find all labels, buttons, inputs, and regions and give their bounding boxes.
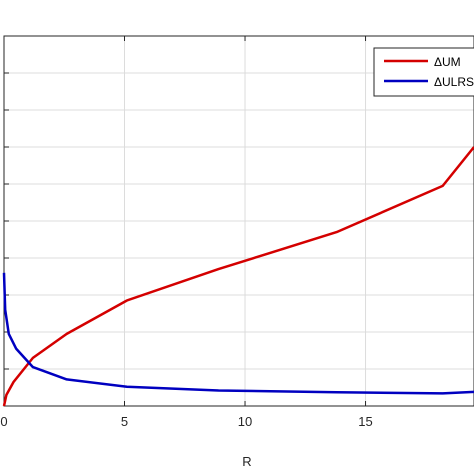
legend-box [373,47,474,97]
x-tick-label: 15 [358,414,372,429]
x-tick-label: 0 [0,414,7,429]
series [2,146,474,407]
x-tick-label: 5 [121,414,128,429]
legend-label-dum: ΔUM [434,55,461,69]
series-line-0 [2,146,474,407]
series-line-1 [2,272,474,395]
axes: 0 5 10 15 [0,35,373,429]
legend-label-dulrs: ΔULRS [434,75,474,89]
legend: ΔUM ΔULRS [373,47,474,97]
x-tick-label: 10 [238,414,252,429]
x-axis-label: R [242,454,251,469]
